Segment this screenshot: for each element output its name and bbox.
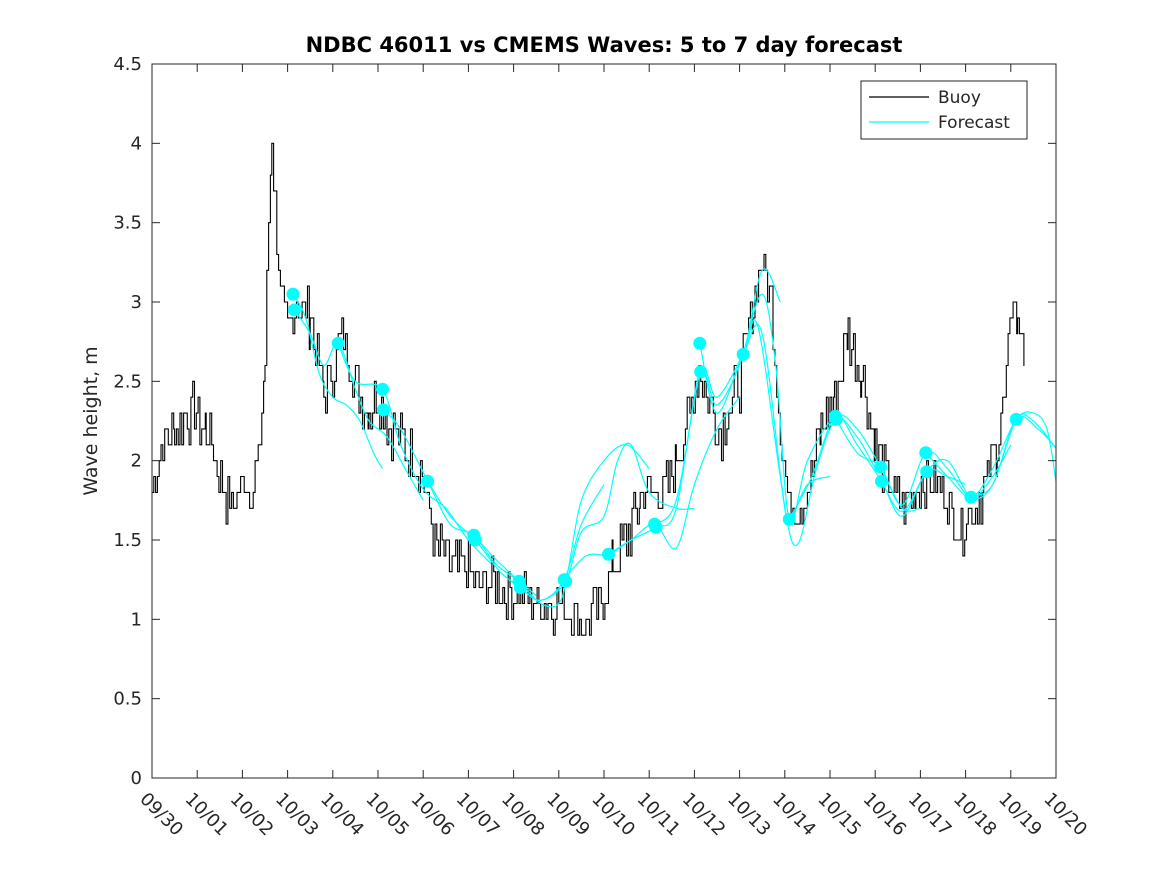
y-tick-label: 3.5 — [113, 213, 142, 234]
forecast-marker-12 — [602, 547, 615, 561]
y-tick-label: 0 — [131, 768, 142, 789]
forecast-marker-5 — [421, 474, 435, 488]
forecast-marker-11 — [559, 574, 573, 588]
y-axis-label: Wave height, m — [80, 346, 102, 495]
forecast-line-forecast-08 — [473, 444, 650, 608]
y-tick-label: 2.5 — [113, 371, 142, 392]
forecast-marker-7 — [468, 533, 482, 547]
forecast-marker-2 — [331, 336, 345, 350]
plot-background — [152, 64, 1056, 778]
y-tick-label: 0.5 — [113, 689, 142, 710]
forecast-line-forecast-09 — [520, 442, 695, 601]
forecast-marker-17 — [736, 347, 750, 361]
forecast-line-forecast-04 — [293, 309, 424, 501]
forecast-marker-15 — [693, 336, 707, 350]
forecast-marker-16 — [694, 365, 708, 379]
legend-box — [860, 80, 1028, 140]
y-tick-label: 4.5 — [113, 54, 142, 75]
forecast-marker-4 — [376, 403, 390, 417]
forecast-marker-9 — [513, 581, 527, 595]
forecast-marker-layer — [286, 287, 1023, 595]
forecast-marker-21 — [874, 460, 888, 474]
plot-area — [152, 64, 1057, 778]
y-tick-label: 1.5 — [113, 530, 142, 551]
y-tick-label: 1 — [131, 609, 142, 630]
forecast-marker-26 — [1009, 412, 1023, 426]
forecast-marker-3 — [376, 382, 389, 396]
forecast-marker-18 — [782, 512, 796, 526]
legend: Buoy Forecast — [860, 80, 1028, 140]
forecast-marker-22 — [875, 474, 888, 488]
forecast-marker-1 — [287, 303, 301, 317]
forecast-line-forecast-05 — [337, 343, 492, 565]
forecast-marker-14 — [649, 520, 663, 534]
y-tick-label: 2 — [131, 451, 142, 472]
forecast-marker-0 — [286, 287, 300, 301]
y-tick-label: 4 — [131, 133, 142, 154]
forecast-line-forecast-18 — [925, 411, 1057, 498]
forecast-marker-23 — [919, 446, 933, 460]
y-tick-label: 3 — [131, 292, 142, 313]
chart-title: NDBC 46011 vs CMEMS Waves: 5 to 7 day fo… — [306, 33, 903, 57]
legend-buoy-label: Buoy — [938, 88, 981, 108]
forecast-line-forecast-03 — [292, 293, 384, 469]
forecast-marker-25 — [964, 490, 978, 504]
forecast-marker-24 — [920, 465, 934, 479]
forecast-marker-20 — [829, 412, 843, 426]
legend-forecast-label: Forecast — [938, 113, 1010, 133]
